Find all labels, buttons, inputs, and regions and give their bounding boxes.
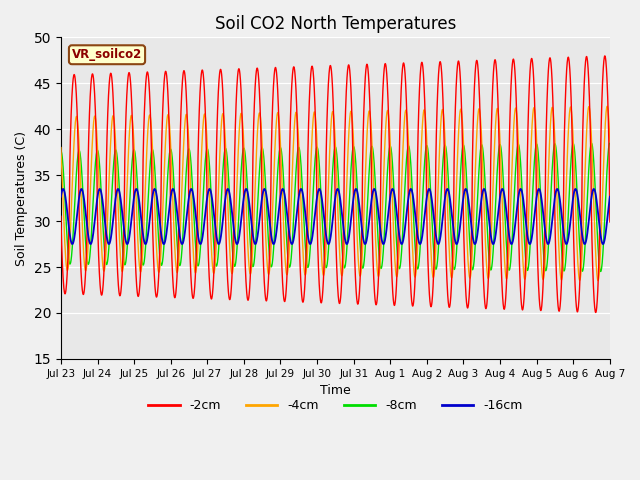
Text: VR_soilco2: VR_soilco2 bbox=[72, 48, 142, 61]
Title: Soil CO2 North Temperatures: Soil CO2 North Temperatures bbox=[214, 15, 456, 33]
Legend: -2cm, -4cm, -8cm, -16cm: -2cm, -4cm, -8cm, -16cm bbox=[143, 394, 527, 417]
X-axis label: Time: Time bbox=[320, 384, 351, 397]
Y-axis label: Soil Temperatures (C): Soil Temperatures (C) bbox=[15, 131, 28, 265]
